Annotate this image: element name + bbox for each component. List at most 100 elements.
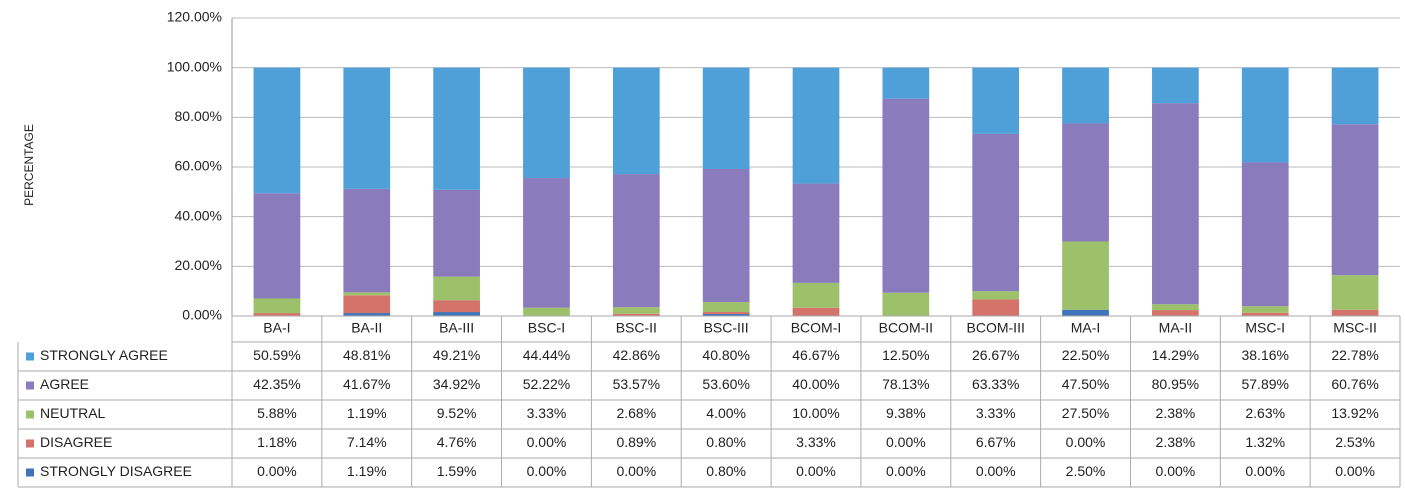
y-axis-title: PERCENTAGE — [22, 124, 36, 206]
bar-segment — [343, 292, 391, 296]
bar-segment — [792, 183, 840, 283]
table-cell: 26.67% — [972, 347, 1019, 363]
table-cell: 4.00% — [706, 405, 746, 421]
bar-segment — [702, 67, 750, 169]
x-tick-label: BSC-I — [528, 320, 565, 336]
table-cell: 9.38% — [886, 405, 926, 421]
bar-segment — [612, 313, 660, 316]
x-tick-label: MSC-I — [1245, 320, 1285, 336]
x-tick-label: BCOM-I — [791, 320, 842, 336]
table-cell: 4.76% — [437, 434, 477, 450]
bar-segment — [1331, 67, 1379, 125]
table-cell: 48.81% — [343, 347, 390, 363]
bar-segment — [1062, 241, 1109, 310]
x-tick-label: MA-I — [1071, 320, 1101, 336]
bar-segment — [523, 178, 570, 308]
table-cell: 34.92% — [433, 376, 480, 392]
bar-segment — [972, 67, 1020, 134]
table-cell: 1.19% — [347, 463, 387, 479]
bar-segment — [343, 313, 391, 316]
table-cell: 0.00% — [796, 463, 836, 479]
bar-segment — [882, 292, 930, 316]
bar-segment — [1152, 304, 1199, 311]
x-tick-label: BCOM-III — [967, 320, 1025, 336]
table-cell: 1.59% — [437, 463, 477, 479]
table-cell: 7.14% — [347, 434, 387, 450]
legend-label: DISAGREE — [40, 434, 112, 450]
table-cell: 41.67% — [343, 376, 390, 392]
table-cell: 50.59% — [253, 347, 300, 363]
x-tick-label: BA-I — [263, 320, 290, 336]
y-tick-label: 100.00% — [167, 58, 222, 74]
table-cell: 0.80% — [706, 463, 746, 479]
table-cell: 2.68% — [616, 405, 656, 421]
bar-segment — [1241, 312, 1289, 316]
x-tick-label: BA-III — [439, 320, 474, 336]
bar-segment — [253, 298, 301, 314]
table-cell: 0.00% — [1245, 463, 1285, 479]
bar-segment — [523, 307, 570, 316]
table-cell: 63.33% — [972, 376, 1019, 392]
bar-segment — [882, 98, 930, 293]
bar-segment — [253, 313, 301, 316]
table-cell: 0.89% — [616, 434, 656, 450]
legend-swatch — [26, 410, 34, 419]
table-cell: 60.76% — [1331, 376, 1378, 392]
table-cell: 0.80% — [706, 434, 746, 450]
table-cell: 53.57% — [613, 376, 660, 392]
bar-segment — [792, 282, 840, 308]
table-cell: 0.00% — [257, 463, 297, 479]
bar-segment — [702, 312, 750, 315]
bar-segment — [1062, 67, 1109, 124]
table-cell: 47.50% — [1062, 376, 1109, 392]
x-tick-label: BA-II — [351, 320, 382, 336]
table-cell: 1.32% — [1245, 434, 1285, 450]
table-cell: 53.60% — [702, 376, 749, 392]
bar-segment — [702, 302, 750, 313]
bar-segment — [253, 193, 301, 299]
bar-segment — [343, 295, 391, 314]
y-tick-label: 40.00% — [175, 207, 222, 223]
y-tick-label: 120.00% — [167, 9, 222, 25]
table-cell: 3.33% — [796, 434, 836, 450]
bar-segment — [792, 307, 840, 316]
table-cell: 0.00% — [886, 463, 926, 479]
bar-segment — [792, 67, 840, 184]
table-cell: 42.86% — [613, 347, 660, 363]
y-tick-label: 80.00% — [175, 108, 222, 124]
bar-segment — [1152, 67, 1199, 104]
bar-segment — [433, 312, 480, 316]
bar-segment — [1241, 67, 1289, 163]
x-tick-label: BSC-III — [704, 320, 749, 336]
bar-segment — [702, 314, 750, 316]
table-cell: 0.00% — [886, 434, 926, 450]
table-cell: 40.00% — [792, 376, 839, 392]
table-cell: 12.50% — [882, 347, 929, 363]
bar-segment — [1152, 310, 1199, 316]
table-cell: 2.53% — [1335, 434, 1375, 450]
legend-label: AGREE — [40, 376, 89, 392]
table-cell: 27.50% — [1062, 405, 1109, 421]
table-cell: 78.13% — [882, 376, 929, 392]
y-tick-label: 0.00% — [182, 307, 222, 323]
bar-segment — [433, 67, 480, 190]
table-cell: 3.33% — [527, 405, 567, 421]
table-cell: 0.00% — [1335, 463, 1375, 479]
table-cell: 2.50% — [1066, 463, 1106, 479]
table-cell: 57.89% — [1241, 376, 1288, 392]
table-cell: 80.95% — [1152, 376, 1199, 392]
table-cell: 0.00% — [616, 463, 656, 479]
x-tick-label: MSC-II — [1333, 320, 1377, 336]
y-tick-label: 20.00% — [175, 257, 222, 273]
table-cell: 22.78% — [1331, 347, 1378, 363]
bar-segment — [702, 168, 750, 303]
bar-segment — [1241, 162, 1289, 307]
table-cell: 0.00% — [1156, 463, 1196, 479]
bar-segment — [972, 133, 1020, 292]
bar-segment — [612, 307, 660, 314]
table-cell: 5.88% — [257, 405, 297, 421]
table-cell: 9.52% — [437, 405, 477, 421]
bar-segment — [612, 174, 660, 308]
legend-label: NEUTRAL — [40, 405, 106, 421]
bar-segment — [612, 67, 660, 175]
